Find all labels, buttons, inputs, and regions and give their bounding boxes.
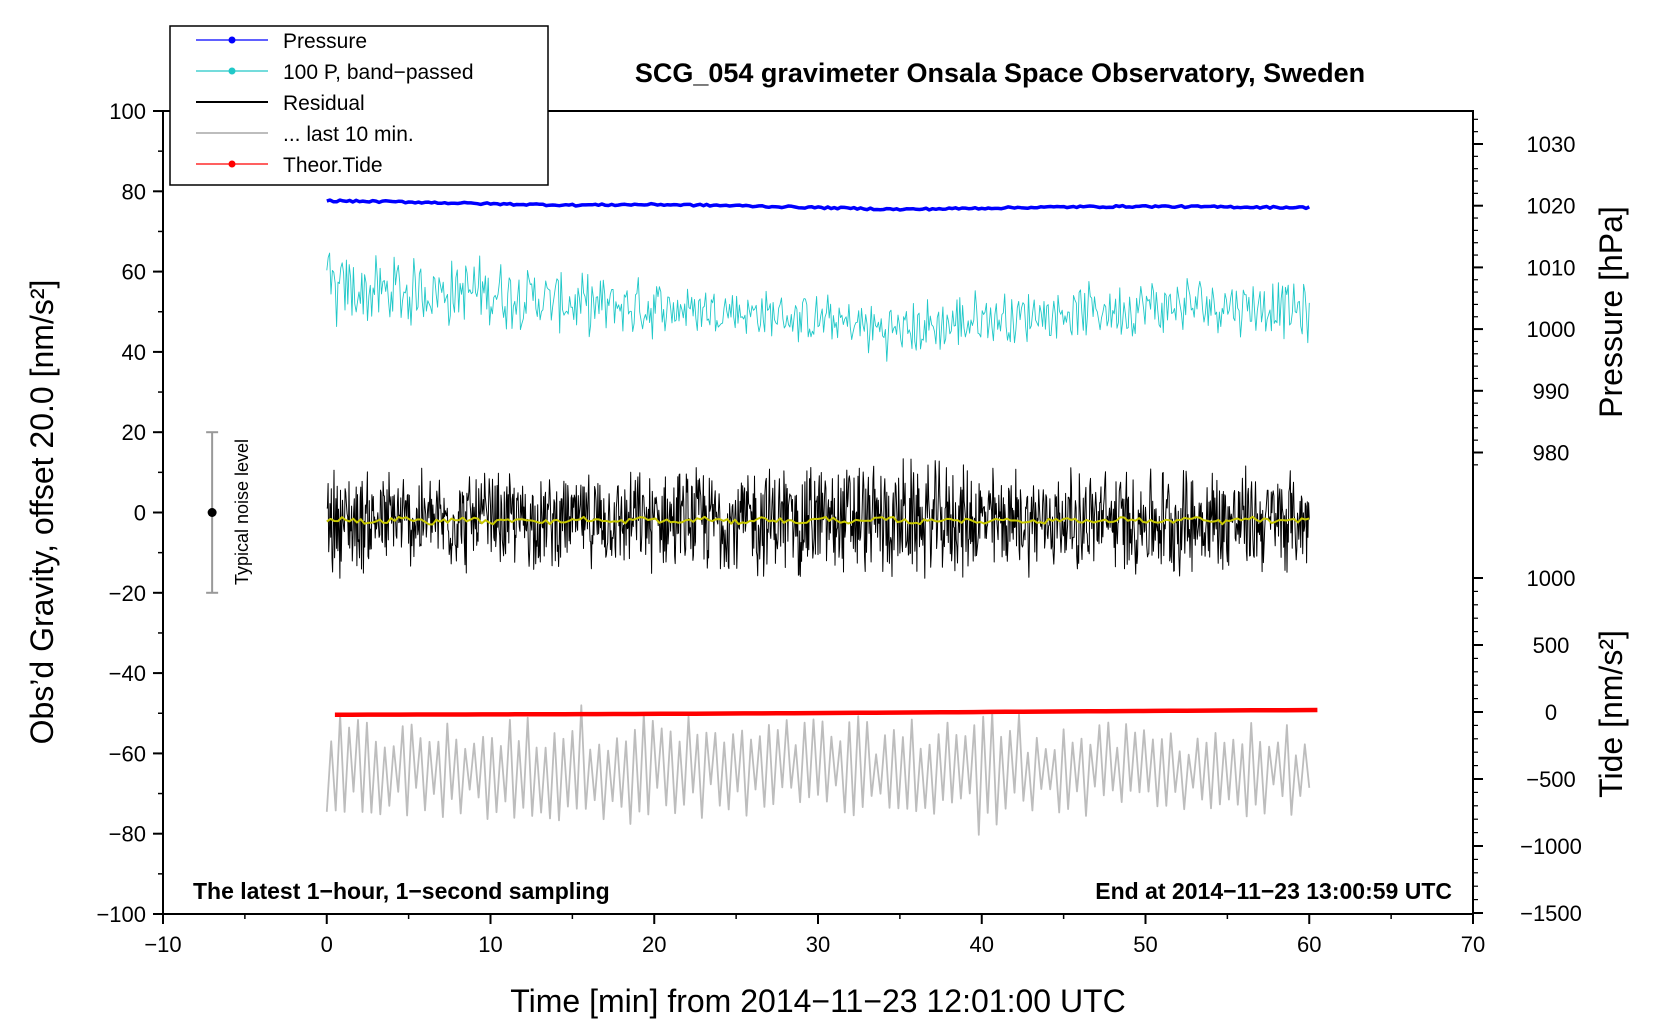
tide-tick-label: 1000	[1527, 566, 1576, 591]
x-tick-label: 30	[806, 932, 830, 957]
x-axis: −10 0 10 20 30 40 50 60 70	[144, 914, 1485, 957]
x-tick-label: 70	[1461, 932, 1485, 957]
x-tick-label: 20	[642, 932, 666, 957]
legend: Pressure 100 P, band−passed Residual ... la…	[169, 25, 549, 186]
x-tick-label: 60	[1297, 932, 1321, 957]
series-residual	[326, 458, 1310, 579]
pressure-axis-label: Pressure [hPa]	[1593, 206, 1629, 418]
legend-label: ... last 10 min.	[283, 123, 414, 146]
x-tick-label: 0	[321, 932, 333, 957]
plot-area	[325, 198, 1318, 836]
pressure-tick-label: 980	[1533, 441, 1570, 466]
y-tick-label: 100	[109, 99, 146, 124]
tide-tick-label: 500	[1533, 633, 1570, 658]
tide-tick-label: 0	[1545, 700, 1557, 725]
y-tick-label: 60	[122, 260, 146, 285]
legend-label: Residual	[283, 92, 365, 115]
noise-level-bar	[206, 431, 219, 594]
y-left-axis: 100 80 60 40 20 0 −20 −40 −60 −80 −100	[96, 99, 163, 927]
series-residual-smoothed	[326, 515, 1310, 526]
tide-axis: 1000 500 0 −500 −1000 −1500	[1473, 566, 1582, 926]
y-tick-label: 20	[122, 420, 146, 445]
y-tick-label: −40	[109, 661, 146, 686]
pressure-tick-label: 1020	[1527, 194, 1576, 219]
y-tick-label: 40	[122, 340, 146, 365]
y-tick-label: −60	[109, 741, 146, 766]
series-100-p-band-passed	[326, 252, 1310, 362]
y-left-axis-label: Obs’d Gravity, offset 20.0 [nm/s²]	[24, 280, 60, 745]
legend-marker	[228, 67, 236, 75]
x-tick-label: −10	[144, 932, 181, 957]
y-tick-label: −100	[96, 902, 146, 927]
y-tick-label: 80	[122, 179, 146, 204]
y-tick-label: −20	[109, 581, 146, 606]
x-tick-label: 40	[970, 932, 994, 957]
chart-title: SCG_054 gravimeter Onsala Space Observat…	[635, 58, 1365, 88]
tide-axis-label: Tide [nm/s²]	[1593, 630, 1629, 798]
tide-tick-label: −500	[1526, 767, 1576, 792]
pressure-tick-label: 1030	[1527, 132, 1576, 157]
y-tick-label: 0	[134, 501, 146, 526]
legend-label: Theor.Tide	[283, 154, 383, 177]
x-tick-label: 10	[478, 932, 502, 957]
pressure-axis: 1030 1020 1010 1000 990 980	[1473, 118, 1576, 466]
sampling-annotation: The latest 1−hour, 1−second sampling	[193, 878, 610, 904]
legend-box	[169, 25, 549, 186]
y-tick-label: −80	[109, 822, 146, 847]
noise-level-label: Typical noise level	[232, 439, 252, 585]
x-axis-label: Time [min] from 2014−11−23 12:01:00 UTC	[510, 983, 1125, 1019]
series-pressure	[326, 198, 1311, 212]
legend-marker	[228, 36, 236, 44]
tide-tick-label: −1500	[1520, 901, 1582, 926]
x-tick-label: 50	[1133, 932, 1157, 957]
legend-label: Pressure	[283, 30, 367, 53]
pressure-tick-label: 1000	[1527, 317, 1576, 342]
noise-bar-center	[207, 508, 217, 517]
end-time-annotation: End at 2014−11−23 13:00:59 UTC	[1095, 878, 1452, 904]
series-last-10-min	[325, 704, 1311, 836]
pressure-tick-label: 1010	[1527, 255, 1576, 280]
pressure-tick-label: 990	[1533, 379, 1570, 404]
series-theor-tide	[334, 707, 1318, 717]
legend-label: 100 P, band−passed	[283, 61, 474, 84]
tide-tick-label: −1000	[1520, 834, 1582, 859]
legend-marker	[228, 160, 236, 168]
